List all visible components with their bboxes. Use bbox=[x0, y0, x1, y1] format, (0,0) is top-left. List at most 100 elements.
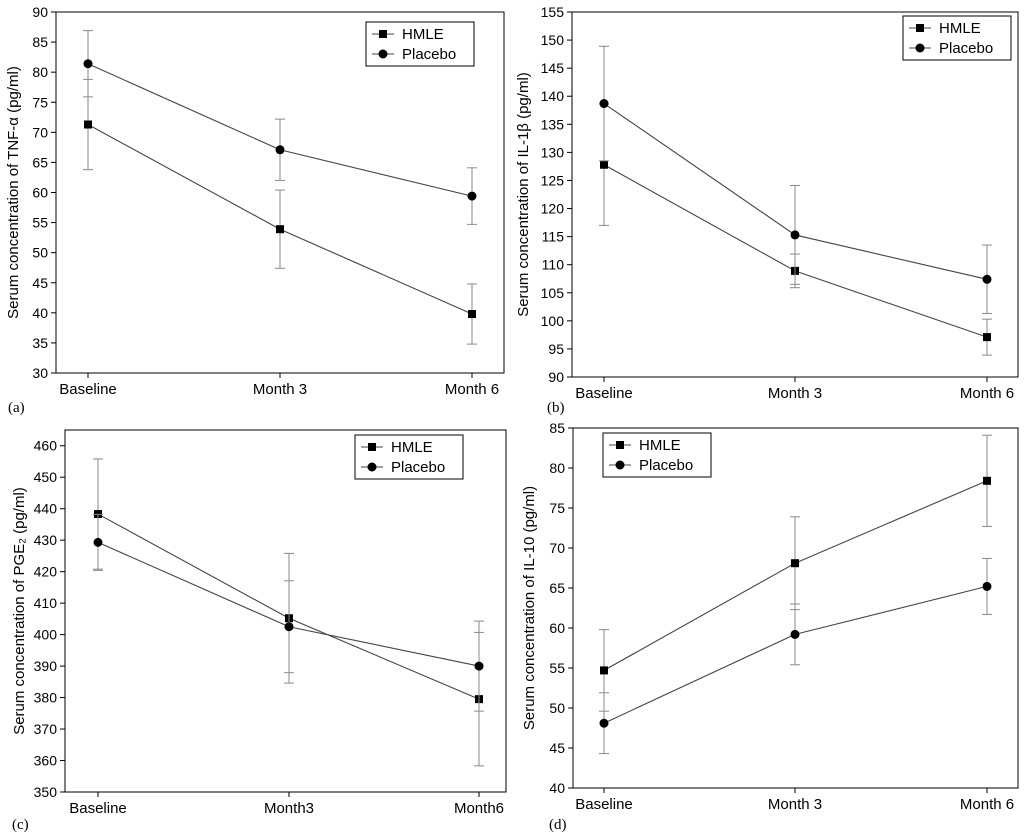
series-placebo bbox=[599, 45, 992, 315]
y-tick-label: 390 bbox=[34, 658, 58, 674]
y-tick-label: 155 bbox=[541, 4, 565, 20]
y-tick-label: 145 bbox=[541, 60, 565, 76]
y-tick-label: 410 bbox=[34, 595, 58, 611]
data-point bbox=[474, 661, 484, 671]
y-tick-label: 140 bbox=[541, 88, 565, 104]
x-tick-label: Month3 bbox=[264, 800, 314, 817]
y-tick-label: 370 bbox=[34, 721, 58, 737]
y-tick-label: 100 bbox=[541, 313, 565, 329]
legend-label: Placebo bbox=[939, 40, 993, 57]
data-point bbox=[468, 310, 476, 319]
y-tick-label: 90 bbox=[548, 369, 564, 385]
data-point bbox=[84, 120, 92, 129]
y-tick-label: 105 bbox=[541, 285, 565, 301]
y-tick-label: 50 bbox=[32, 245, 48, 261]
plot-frame bbox=[64, 429, 507, 793]
legend-marker bbox=[368, 443, 376, 451]
x-tick-label: Month6 bbox=[454, 800, 504, 817]
data-point bbox=[600, 160, 608, 169]
y-tick-label: 150 bbox=[541, 32, 565, 48]
legend: HMLE Placebo bbox=[602, 432, 712, 478]
data-point bbox=[791, 559, 799, 568]
y-tick-label: 90 bbox=[32, 4, 48, 20]
y-tick-label: 45 bbox=[32, 275, 48, 291]
data-point bbox=[982, 274, 992, 284]
legend: HMLE Placebo bbox=[365, 21, 475, 67]
x-tick-label: Month 3 bbox=[253, 381, 307, 398]
y-tick-label: 65 bbox=[549, 580, 565, 596]
legend-box bbox=[354, 434, 464, 480]
legend-marker bbox=[616, 441, 624, 449]
y-tick-label: 115 bbox=[542, 229, 565, 245]
x-tick-label: Baseline bbox=[575, 385, 633, 402]
legend-label: HMLE bbox=[402, 26, 444, 43]
data-point bbox=[790, 230, 800, 240]
y-tick-label: 440 bbox=[34, 501, 58, 517]
x-tick-label: Month 6 bbox=[960, 796, 1014, 813]
y-tick-label: 85 bbox=[549, 420, 565, 436]
legend: HMLE Placebo bbox=[354, 434, 464, 480]
y-tick-label: 60 bbox=[549, 620, 565, 636]
x-tick-label: Month 6 bbox=[960, 385, 1014, 402]
y-axis-title: Serum concentration of IL-1β (pg/ml) bbox=[515, 72, 532, 317]
y-tick-label: 400 bbox=[34, 627, 58, 643]
y-tick-label: 430 bbox=[34, 532, 58, 548]
data-point bbox=[83, 59, 93, 69]
data-point bbox=[284, 622, 294, 632]
y-tick-label: 70 bbox=[549, 540, 565, 556]
y-tick-label: 65 bbox=[32, 154, 48, 170]
x-tick-label: Baseline bbox=[69, 800, 127, 817]
y-tick-label: 50 bbox=[549, 700, 565, 716]
y-axis-title: Serum concentration of TNF-α (pg/ml) bbox=[5, 66, 22, 319]
y-tick-label: 450 bbox=[34, 469, 58, 485]
x-tick-label: Month 6 bbox=[445, 381, 499, 398]
legend-marker bbox=[915, 43, 925, 53]
y-tick-label: 110 bbox=[542, 257, 565, 273]
y-tick-label: 40 bbox=[32, 305, 48, 321]
y-tick-label: 380 bbox=[34, 690, 58, 706]
y-tick-label: 350 bbox=[34, 784, 58, 800]
series-placebo bbox=[599, 557, 992, 755]
legend-marker bbox=[615, 460, 625, 470]
series-placebo bbox=[83, 30, 477, 225]
data-point bbox=[600, 666, 608, 675]
data-point bbox=[790, 629, 800, 639]
legend-marker bbox=[367, 462, 377, 472]
legend-box bbox=[602, 432, 712, 478]
panel-tag: (a) bbox=[8, 400, 25, 416]
y-tick-label: 85 bbox=[32, 34, 48, 50]
data-point bbox=[276, 225, 284, 234]
data-point bbox=[467, 191, 477, 201]
y-axis-title: Serum concentration of IL-10 (pg/ml) bbox=[521, 486, 538, 730]
chart-panel-3: 350 360 370 380 390 400 410 420 430 440 450 460 Base… bbox=[11, 429, 507, 833]
data-point bbox=[599, 99, 609, 109]
data-point bbox=[983, 476, 991, 485]
data-point bbox=[982, 581, 992, 591]
legend-label: Placebo bbox=[639, 457, 693, 474]
x-tick-label: Baseline bbox=[59, 381, 117, 398]
y-tick-label: 75 bbox=[32, 94, 48, 110]
data-point bbox=[93, 537, 103, 547]
legend-label: HMLE bbox=[939, 20, 981, 37]
chart-panel-1: 30 35 40 45 50 55 60 65 70 75 80 85 90 Baseline Month … bbox=[5, 4, 505, 416]
legend-label: HMLE bbox=[391, 439, 433, 456]
series-hmle bbox=[83, 78, 477, 345]
y-tick-label: 120 bbox=[541, 201, 565, 217]
legend-marker bbox=[379, 30, 387, 38]
x-tick-label: Month 3 bbox=[768, 385, 822, 402]
legend-box bbox=[365, 21, 475, 67]
x-tick-label: Baseline bbox=[575, 796, 633, 813]
y-tick-label: 135 bbox=[541, 116, 565, 132]
y-tick-label: 30 bbox=[32, 365, 48, 381]
legend-label: Placebo bbox=[391, 459, 445, 476]
y-tick-label: 80 bbox=[32, 64, 48, 80]
y-axis-title: Serum concentration of PGE₂ (pg/ml) bbox=[11, 487, 28, 735]
y-tick-label: 70 bbox=[32, 124, 48, 140]
y-tick-label: 45 bbox=[549, 740, 565, 756]
legend-box bbox=[902, 15, 1012, 61]
y-tick-label: 55 bbox=[32, 215, 48, 231]
y-tick-label: 130 bbox=[541, 144, 565, 160]
y-tick-label: 95 bbox=[548, 341, 564, 357]
y-tick-label: 80 bbox=[549, 460, 565, 476]
